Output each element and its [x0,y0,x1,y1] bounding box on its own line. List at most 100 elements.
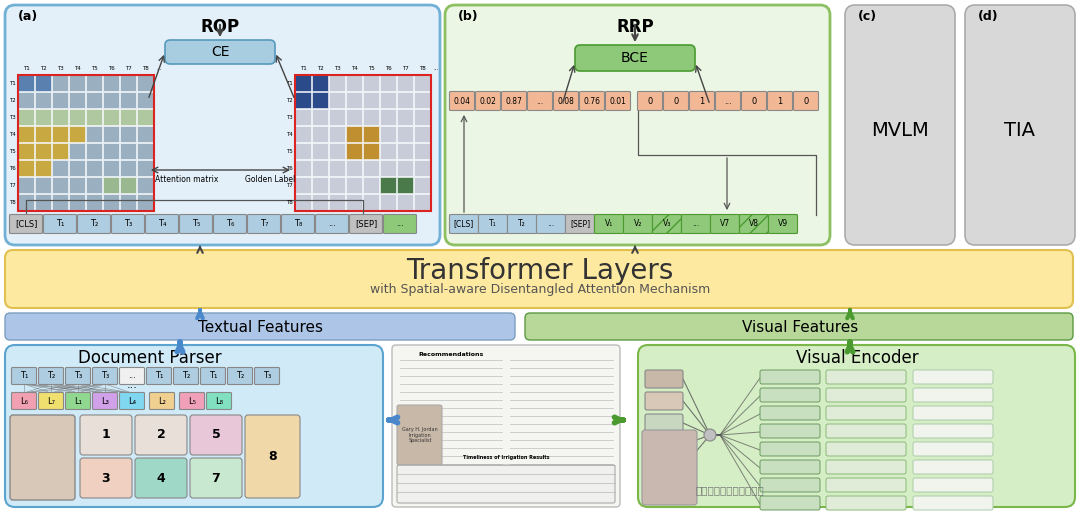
FancyBboxPatch shape [913,424,993,438]
Bar [18,109,33,125]
FancyBboxPatch shape [760,370,820,384]
Text: ...: ... [692,220,700,228]
Bar [18,75,33,91]
Bar [414,109,430,125]
Bar [295,75,431,211]
Text: T₆: T₆ [226,220,234,228]
Text: T4: T4 [351,66,357,71]
Bar [35,160,51,176]
Bar [346,126,362,142]
Text: Golden Label: Golden Label [245,175,295,184]
Bar [137,194,153,210]
Text: T8: T8 [286,200,293,205]
Text: ...: ... [129,372,136,380]
Text: 0: 0 [752,96,757,105]
Circle shape [704,429,716,441]
Text: 0.01: 0.01 [609,96,626,105]
Bar [329,126,345,142]
FancyBboxPatch shape [645,458,683,476]
Text: T4: T4 [286,132,293,137]
Bar [346,75,362,91]
Text: T1: T1 [286,81,293,86]
FancyBboxPatch shape [913,370,993,384]
Text: CE: CE [211,45,229,59]
Bar [35,177,51,193]
FancyBboxPatch shape [80,415,132,455]
Text: 0.02: 0.02 [480,96,497,105]
Bar [329,92,345,108]
Text: T6: T6 [386,66,392,71]
FancyBboxPatch shape [913,478,993,492]
FancyBboxPatch shape [711,215,740,233]
Bar [312,92,328,108]
Bar [103,177,119,193]
Text: 2: 2 [157,429,165,441]
FancyBboxPatch shape [174,368,199,385]
Text: T6: T6 [286,166,293,171]
FancyBboxPatch shape [681,215,711,233]
FancyBboxPatch shape [760,406,820,420]
FancyBboxPatch shape [826,424,906,438]
FancyBboxPatch shape [478,215,508,233]
FancyBboxPatch shape [645,392,683,410]
Text: T3: T3 [334,66,341,71]
Text: L₇: L₇ [48,396,55,406]
Bar [346,177,362,193]
Text: T2: T2 [40,66,46,71]
Bar [120,177,136,193]
Bar [69,160,85,176]
Text: T₈: T₈ [294,220,302,228]
Text: T2: T2 [318,66,324,71]
Bar [137,143,153,159]
FancyBboxPatch shape [554,92,579,111]
Text: 1: 1 [102,429,110,441]
FancyBboxPatch shape [652,215,681,233]
Text: 0.08: 0.08 [557,96,575,105]
Bar [103,109,119,125]
FancyBboxPatch shape [663,92,689,111]
Text: L₈: L₈ [215,396,222,406]
FancyBboxPatch shape [214,215,246,233]
Text: T₁: T₁ [56,220,64,228]
Text: BCE: BCE [621,51,649,65]
Text: T1: T1 [23,66,30,71]
Text: T4: T4 [10,132,16,137]
FancyBboxPatch shape [39,368,64,385]
FancyBboxPatch shape [527,92,553,111]
Bar [380,75,396,91]
Bar [329,75,345,91]
FancyBboxPatch shape [397,465,615,503]
FancyBboxPatch shape [826,406,906,420]
Bar [18,92,33,108]
Text: (d): (d) [978,10,999,23]
Text: T₂: T₂ [46,372,55,380]
FancyBboxPatch shape [146,215,178,233]
FancyBboxPatch shape [135,458,187,498]
FancyBboxPatch shape [93,368,118,385]
Text: ...: ... [548,220,554,228]
FancyBboxPatch shape [826,496,906,510]
Text: T2: T2 [10,98,16,103]
FancyBboxPatch shape [508,215,537,233]
Text: T8: T8 [10,200,16,205]
FancyBboxPatch shape [80,458,132,498]
Bar [346,194,362,210]
Text: T₁: T₁ [208,372,217,380]
FancyBboxPatch shape [255,368,280,385]
Text: T₂: T₂ [235,372,244,380]
FancyBboxPatch shape [111,215,145,233]
Text: T5: T5 [91,66,98,71]
FancyBboxPatch shape [315,215,349,233]
FancyBboxPatch shape [645,370,683,388]
FancyBboxPatch shape [760,442,820,456]
Bar [397,126,413,142]
Bar [120,109,136,125]
Bar [312,143,328,159]
Bar [346,92,362,108]
FancyBboxPatch shape [179,215,213,233]
Bar [52,126,68,142]
Bar [69,143,85,159]
Text: ...: ... [328,220,336,228]
Text: Transformer Layers: Transformer Layers [406,257,674,285]
Bar [380,177,396,193]
